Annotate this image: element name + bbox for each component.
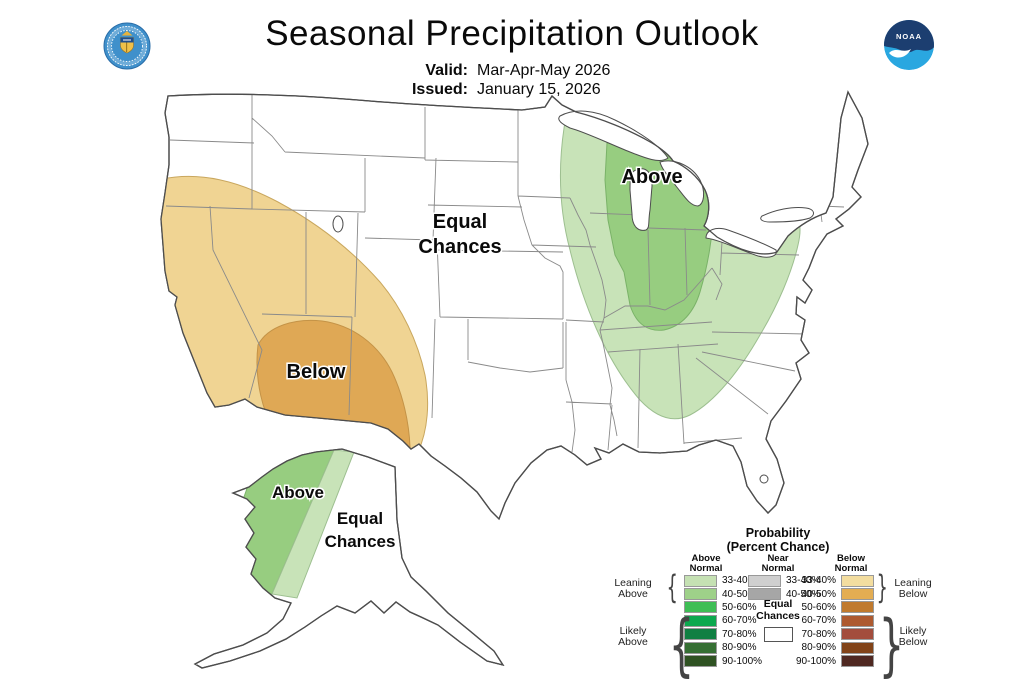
- legend-row: 40-50%: [684, 587, 762, 601]
- group-likely-below: Likely Below: [898, 625, 928, 648]
- swatch-below-90-100: [841, 655, 874, 668]
- noaa-wordmark: NOAA: [896, 32, 922, 41]
- col-header-below-normal: Below Normal: [834, 553, 868, 574]
- lake-huron: [659, 160, 705, 207]
- label-ak-equal-2: Chances: [325, 532, 396, 551]
- brace-likely-above: {: [668, 604, 695, 684]
- brace-leaning-above: {: [666, 568, 678, 606]
- legend-row: 90-100%: [684, 654, 762, 668]
- legend-near-column: 33-40% 40-50%: [748, 574, 820, 601]
- legend-row: 40-50%: [796, 587, 874, 601]
- legend-title-line1: Probability: [745, 526, 811, 540]
- lake-ontario: [760, 207, 814, 223]
- brace-leaning-below: }: [876, 568, 888, 606]
- probability-legend: Probability (Percent Chance) Above Normal…: [614, 524, 1018, 684]
- legend-title-line2: (Percent Chance): [726, 540, 830, 554]
- legend-row: 70-80%: [796, 628, 874, 641]
- legend-row: 40-50%: [748, 587, 820, 601]
- label-conus-equal-2: Chances: [418, 236, 501, 258]
- issue-block: Valid: Mar-Apr-May 2026 Issued: January …: [404, 61, 610, 99]
- swatch-below-40-50: [841, 588, 874, 601]
- legend-equal-chances-label: Equal Chances: [756, 598, 800, 622]
- swatch-below-70-80: [841, 628, 874, 641]
- swatch-above-70-80: [684, 628, 717, 641]
- swatch-above-80-90: [684, 641, 717, 654]
- noaa-sky: [884, 20, 934, 53]
- great-lakes: [332, 110, 814, 484]
- region-ak-above-33-40: [271, 449, 355, 599]
- legend-row: 33-40%: [796, 574, 874, 587]
- swatch-near-33-40: [748, 574, 781, 587]
- swatch-near-40-50: [748, 588, 781, 601]
- legend-row: 50-60%: [684, 601, 762, 614]
- noaa-gull: [889, 49, 911, 58]
- swatch-below-60-70: [841, 614, 874, 627]
- noaa-logo: NOAA: [884, 20, 934, 70]
- group-leaning-above: Leaning Above: [614, 577, 652, 600]
- swatch-above-90-100: [684, 655, 717, 668]
- swatch-below-33-40: [841, 574, 874, 587]
- lake-superior: [558, 110, 669, 161]
- label-ak-above: Above: [272, 483, 324, 502]
- great-salt-lake: [332, 215, 344, 233]
- conus-coastline: [160, 90, 869, 521]
- valid-value: Mar-Apr-May 2026: [477, 62, 611, 79]
- label-ak-equal-1: Equal: [337, 509, 383, 528]
- legend-row: 33-40%: [748, 574, 820, 587]
- legend-row: 70-80%: [684, 628, 762, 641]
- swatch-above-33-40: [684, 574, 717, 587]
- valid-label: Valid:: [425, 62, 468, 79]
- alaska-landmass: [193, 448, 505, 669]
- swatch-above-60-70: [684, 614, 717, 627]
- swatch-below-80-90: [841, 641, 874, 654]
- page-title: Seasonal Precipitation Outlook: [265, 14, 759, 53]
- legend-row: 60-70%: [684, 614, 762, 627]
- legend-row: 33-40%: [684, 574, 762, 587]
- lake-michigan: [629, 168, 653, 231]
- swatch-above-40-50: [684, 588, 717, 601]
- commerce-seal-logo: [103, 22, 151, 70]
- legend-row: 90-100%: [796, 654, 874, 668]
- legend-row: 80-90%: [796, 641, 874, 654]
- lake-okeechobee: [759, 474, 769, 484]
- label-conus-below: Below: [287, 361, 346, 383]
- legend-row: 80-90%: [684, 641, 762, 654]
- label-conus-equal-1: Equal: [433, 211, 487, 233]
- lake-erie: [705, 227, 777, 258]
- legend-below-column: 33-40% 40-50% 50-60% 60-70% 70-80% 80-90…: [796, 574, 874, 668]
- col-header-near-normal: Near Normal: [761, 553, 795, 574]
- col-header-above-normal: Above Normal: [689, 553, 723, 574]
- legend-row: 50-60%: [796, 601, 874, 614]
- brace-likely-below: }: [878, 604, 905, 684]
- seal-eagle: [121, 31, 133, 36]
- legend-equal-chances-swatch: [764, 627, 793, 642]
- issued-label: Issued:: [411, 81, 468, 98]
- legend-row: 60-70%: [796, 614, 874, 627]
- legend-above-column: 33-40% 40-50% 50-60% 60-70% 70-80% 80-90…: [684, 574, 762, 668]
- swatch-above-50-60: [684, 601, 717, 614]
- swatch-below-50-60: [841, 601, 874, 614]
- group-likely-above: Likely Above: [618, 625, 648, 648]
- alaska-coastline: [193, 448, 505, 669]
- label-conus-above: Above: [621, 166, 682, 188]
- group-leaning-below: Leaning Below: [894, 577, 932, 600]
- issued-value: January 15, 2026: [477, 81, 601, 98]
